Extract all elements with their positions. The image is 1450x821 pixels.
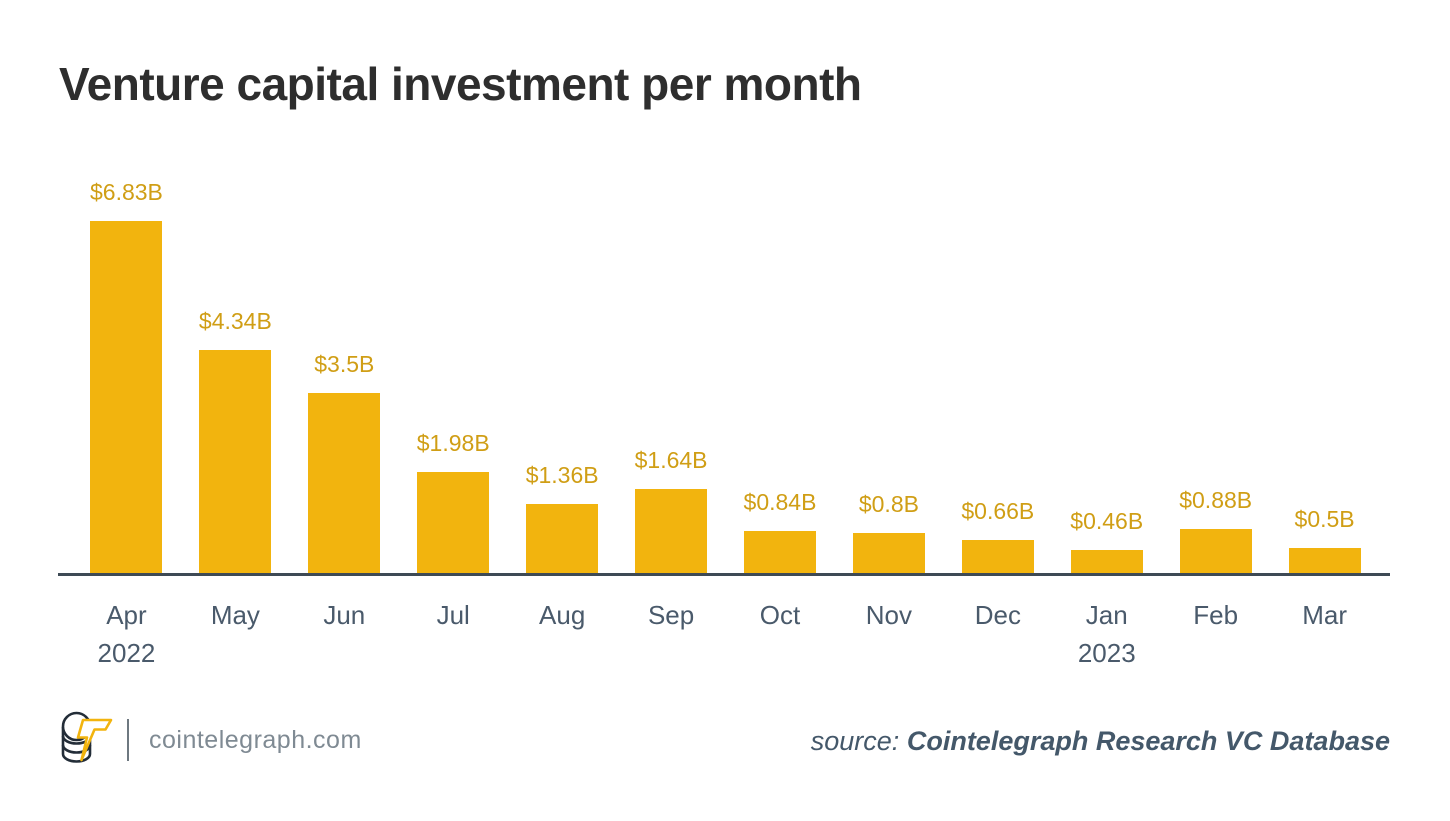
- bar-group-jun: $3.5B Jun: [290, 160, 399, 630]
- x-axis-label: May: [181, 596, 290, 634]
- month-label: Aug: [539, 600, 586, 630]
- bar-value-label: $0.84B: [743, 488, 817, 515]
- bar-value-label: $0.8B: [858, 490, 919, 517]
- bar-value-label: $3.5B: [314, 350, 375, 377]
- bar-group-jul: $1.98B Jul: [399, 160, 508, 630]
- x-axis-label: Apr 2022: [72, 596, 181, 672]
- month-label: Dec: [974, 600, 1021, 630]
- x-axis-label: Oct: [726, 596, 835, 634]
- bar-group-feb: $0.88B Feb: [1161, 160, 1270, 630]
- bar-value-label: $1.64B: [634, 446, 708, 473]
- bar-mar: [1288, 548, 1361, 574]
- bar-value-label: $0.46B: [1070, 507, 1144, 534]
- x-axis-label: Jul: [399, 596, 508, 634]
- x-axis-label: Jun: [290, 596, 399, 634]
- source-attribution: source: Cointelegraph Research VC Databa…: [811, 726, 1390, 757]
- site-url-text: cointelegraph.com: [149, 726, 362, 754]
- bar-group-jan-2023: $0.46B Jan 2023: [1052, 160, 1161, 668]
- bar-value-label: $1.36B: [525, 461, 599, 488]
- bar-nov: [852, 533, 925, 574]
- bar-group-sep: $1.64B Sep: [617, 160, 726, 630]
- bar-group-may: $4.34B May: [181, 160, 290, 630]
- source-name: Cointelegraph Research VC Database: [906, 726, 1390, 756]
- x-axis-label: Nov: [834, 596, 943, 634]
- source-prefix: source:: [810, 726, 900, 756]
- x-axis-label: Sep: [617, 596, 726, 634]
- bar-jul: [417, 472, 490, 574]
- year-label: 2022: [97, 638, 156, 668]
- cointelegraph-logo: [61, 711, 113, 763]
- year-label: 2023: [1077, 638, 1136, 668]
- bar-group-nov: $0.8B Nov: [834, 160, 943, 630]
- x-axis-label: Dec: [943, 596, 1052, 634]
- month-label: Apr: [106, 600, 147, 630]
- bar-sep: [635, 489, 708, 574]
- month-label: Jan: [1085, 600, 1128, 630]
- bar-apr: [90, 221, 163, 574]
- bar-value-label: $4.34B: [198, 307, 272, 334]
- month-label: Sep: [647, 600, 695, 630]
- bar-jan: [1070, 550, 1143, 574]
- bar-value-label: $0.88B: [1179, 486, 1253, 513]
- x-axis-line: [58, 573, 1390, 576]
- bar-group-oct: $0.84B Oct: [726, 160, 835, 630]
- lightning-bolt-icon: [76, 718, 113, 762]
- x-axis-label: Jan 2023: [1052, 596, 1161, 672]
- month-label: Nov: [865, 600, 913, 630]
- bar-aug: [526, 504, 599, 574]
- x-axis-label: Mar: [1270, 596, 1379, 634]
- bar-dec: [961, 540, 1034, 574]
- month-label: Mar: [1302, 600, 1347, 630]
- bar-group-aug: $1.36B Aug: [508, 160, 617, 630]
- bar-chart: $6.83B Apr 2022 $4.34B May $3.5B Jun $1.98B Jul $…: [72, 160, 1379, 668]
- bar-oct: [743, 531, 816, 574]
- month-label: Oct: [759, 600, 801, 630]
- bar-group-apr-2022: $6.83B Apr 2022: [72, 160, 181, 668]
- month-label: Jun: [323, 600, 366, 630]
- bar-may: [199, 350, 272, 574]
- bar-group-dec: $0.66B Dec: [943, 160, 1052, 630]
- bar-feb: [1179, 529, 1252, 574]
- bar-value-label: $6.83B: [90, 178, 163, 205]
- bar-group-mar: $0.5B Mar: [1270, 160, 1379, 630]
- x-axis-label: Feb: [1161, 596, 1270, 634]
- month-label: Jul: [436, 600, 470, 630]
- month-label: May: [210, 600, 260, 630]
- x-axis-label: Aug: [508, 596, 617, 634]
- footer-divider: [127, 719, 129, 761]
- bar-value-label: $0.5B: [1294, 505, 1355, 532]
- chart-title: Venture capital investment per month: [59, 58, 862, 110]
- bar-value-label: $0.66B: [961, 497, 1035, 524]
- bar-value-label: $1.98B: [416, 429, 490, 456]
- bar-jun: [308, 393, 381, 574]
- month-label: Feb: [1193, 600, 1239, 630]
